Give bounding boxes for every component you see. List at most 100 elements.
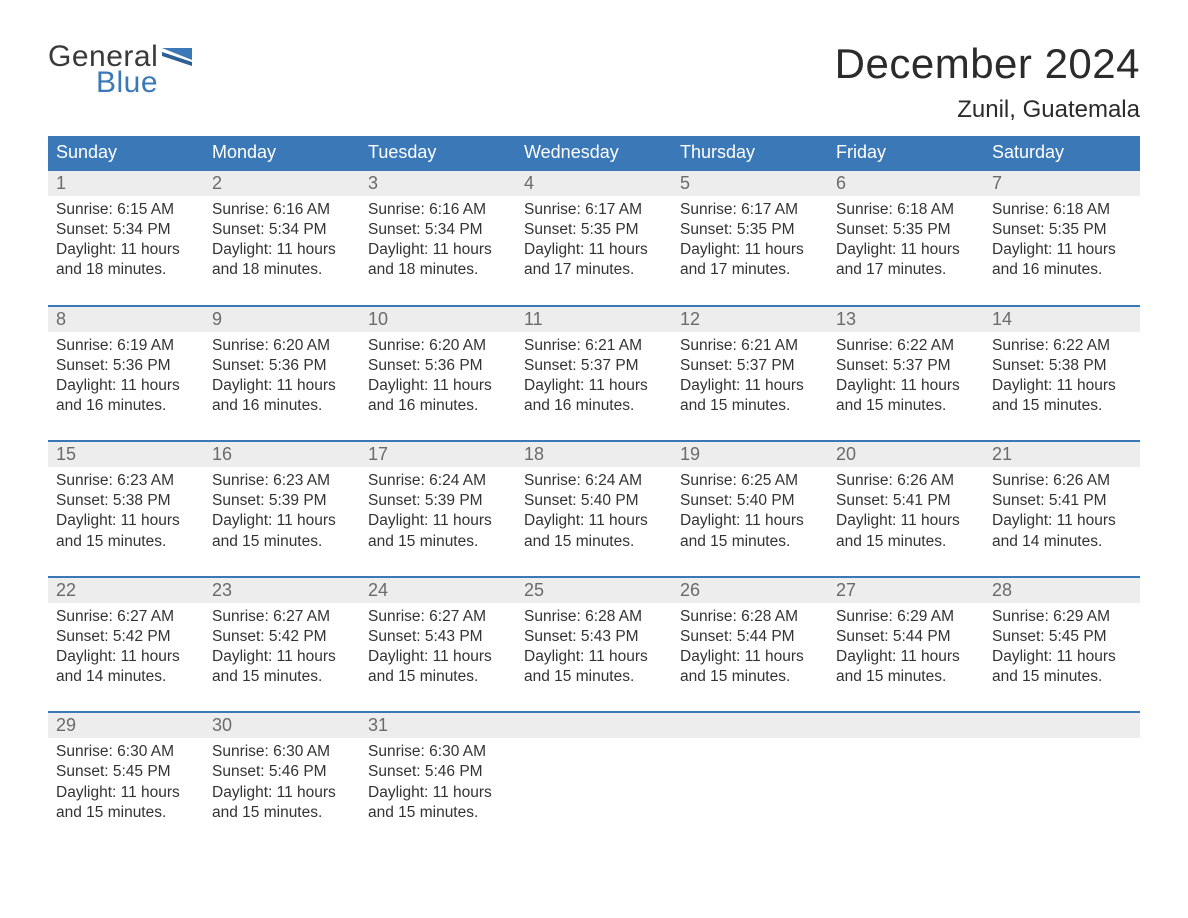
logo-text-bottom: Blue (96, 66, 192, 100)
day-cell: Sunrise: 6:27 AMSunset: 5:42 PMDaylight:… (48, 603, 204, 694)
weekday-header-cell: Tuesday (360, 136, 516, 169)
day-sunset: Sunset: 5:35 PM (992, 220, 1132, 240)
week-row: 1234567Sunrise: 6:15 AMSunset: 5:34 PMDa… (48, 169, 1140, 287)
day-cell: Sunrise: 6:15 AMSunset: 5:34 PMDaylight:… (48, 196, 204, 287)
day-number: 7 (984, 171, 1140, 196)
day-sunset: Sunset: 5:42 PM (56, 627, 196, 647)
day-dl2: and 15 minutes. (992, 396, 1132, 416)
day-dl1: Daylight: 11 hours (212, 511, 352, 531)
day-dl2: and 15 minutes. (368, 532, 508, 552)
day-dl1: Daylight: 11 hours (992, 240, 1132, 260)
day-number: 15 (48, 442, 204, 467)
day-number: 8 (48, 307, 204, 332)
day-cell: Sunrise: 6:23 AMSunset: 5:38 PMDaylight:… (48, 467, 204, 558)
day-sunrise: Sunrise: 6:16 AM (212, 200, 352, 220)
day-sunrise: Sunrise: 6:23 AM (212, 471, 352, 491)
day-sunset: Sunset: 5:42 PM (212, 627, 352, 647)
day-sunrise: Sunrise: 6:30 AM (56, 742, 196, 762)
day-number: 22 (48, 578, 204, 603)
day-cell: Sunrise: 6:21 AMSunset: 5:37 PMDaylight:… (672, 332, 828, 423)
day-dl2: and 17 minutes. (680, 260, 820, 280)
day-dl1: Daylight: 11 hours (680, 647, 820, 667)
day-sunrise: Sunrise: 6:20 AM (212, 336, 352, 356)
day-sunrise: Sunrise: 6:28 AM (524, 607, 664, 627)
day-dl2: and 15 minutes. (680, 667, 820, 687)
day-sunrise: Sunrise: 6:25 AM (680, 471, 820, 491)
day-number: 20 (828, 442, 984, 467)
day-dl2: and 15 minutes. (836, 396, 976, 416)
day-cell: Sunrise: 6:16 AMSunset: 5:34 PMDaylight:… (360, 196, 516, 287)
day-number: 18 (516, 442, 672, 467)
day-sunset: Sunset: 5:44 PM (836, 627, 976, 647)
day-sunset: Sunset: 5:35 PM (680, 220, 820, 240)
day-number-row: 891011121314 (48, 307, 1140, 332)
day-sunset: Sunset: 5:43 PM (368, 627, 508, 647)
day-sunset: Sunset: 5:35 PM (836, 220, 976, 240)
logo: General Blue (48, 40, 192, 100)
day-dl1: Daylight: 11 hours (56, 376, 196, 396)
day-cell (984, 738, 1140, 829)
day-dl1: Daylight: 11 hours (524, 376, 664, 396)
day-sunrise: Sunrise: 6:24 AM (524, 471, 664, 491)
day-number: 31 (360, 713, 516, 738)
day-dl1: Daylight: 11 hours (212, 647, 352, 667)
day-number: 27 (828, 578, 984, 603)
day-cell: Sunrise: 6:21 AMSunset: 5:37 PMDaylight:… (516, 332, 672, 423)
day-sunrise: Sunrise: 6:27 AM (368, 607, 508, 627)
day-dl1: Daylight: 11 hours (212, 783, 352, 803)
day-dl2: and 15 minutes. (992, 667, 1132, 687)
day-cell: Sunrise: 6:20 AMSunset: 5:36 PMDaylight:… (204, 332, 360, 423)
day-cell: Sunrise: 6:29 AMSunset: 5:44 PMDaylight:… (828, 603, 984, 694)
day-sunrise: Sunrise: 6:24 AM (368, 471, 508, 491)
day-number: 19 (672, 442, 828, 467)
day-sunset: Sunset: 5:39 PM (368, 491, 508, 511)
day-sunset: Sunset: 5:37 PM (680, 356, 820, 376)
day-sunrise: Sunrise: 6:26 AM (992, 471, 1132, 491)
day-cell: Sunrise: 6:23 AMSunset: 5:39 PMDaylight:… (204, 467, 360, 558)
day-number: 21 (984, 442, 1140, 467)
day-dl1: Daylight: 11 hours (56, 647, 196, 667)
day-number (984, 713, 1140, 738)
day-sunset: Sunset: 5:36 PM (212, 356, 352, 376)
day-dl1: Daylight: 11 hours (524, 511, 664, 531)
day-sunrise: Sunrise: 6:27 AM (56, 607, 196, 627)
day-dl2: and 18 minutes. (212, 260, 352, 280)
day-sunset: Sunset: 5:40 PM (524, 491, 664, 511)
day-dl2: and 16 minutes. (992, 260, 1132, 280)
day-sunrise: Sunrise: 6:16 AM (368, 200, 508, 220)
day-number: 26 (672, 578, 828, 603)
day-dl2: and 15 minutes. (368, 803, 508, 823)
day-dl2: and 15 minutes. (368, 667, 508, 687)
day-dl1: Daylight: 11 hours (368, 647, 508, 667)
day-number: 6 (828, 171, 984, 196)
day-dl2: and 15 minutes. (680, 532, 820, 552)
day-sunset: Sunset: 5:43 PM (524, 627, 664, 647)
day-cell: Sunrise: 6:30 AMSunset: 5:46 PMDaylight:… (360, 738, 516, 829)
day-number-row: 15161718192021 (48, 442, 1140, 467)
day-cell: Sunrise: 6:28 AMSunset: 5:43 PMDaylight:… (516, 603, 672, 694)
day-dl1: Daylight: 11 hours (992, 511, 1132, 531)
day-number: 2 (204, 171, 360, 196)
day-dl2: and 18 minutes. (56, 260, 196, 280)
week-row: 15161718192021Sunrise: 6:23 AMSunset: 5:… (48, 440, 1140, 558)
day-dl2: and 18 minutes. (368, 260, 508, 280)
day-number: 3 (360, 171, 516, 196)
day-cell: Sunrise: 6:24 AMSunset: 5:39 PMDaylight:… (360, 467, 516, 558)
day-cell: Sunrise: 6:18 AMSunset: 5:35 PMDaylight:… (984, 196, 1140, 287)
day-number: 30 (204, 713, 360, 738)
day-number: 10 (360, 307, 516, 332)
day-sunset: Sunset: 5:46 PM (368, 762, 508, 782)
day-sunrise: Sunrise: 6:17 AM (680, 200, 820, 220)
day-dl1: Daylight: 11 hours (212, 376, 352, 396)
weekday-header: SundayMondayTuesdayWednesdayThursdayFrid… (48, 136, 1140, 169)
day-dl1: Daylight: 11 hours (524, 647, 664, 667)
day-number-row: 293031 (48, 713, 1140, 738)
day-cell (828, 738, 984, 829)
day-cell: Sunrise: 6:29 AMSunset: 5:45 PMDaylight:… (984, 603, 1140, 694)
location: Zunil, Guatemala (835, 96, 1140, 124)
day-dl2: and 17 minutes. (524, 260, 664, 280)
day-dl2: and 16 minutes. (368, 396, 508, 416)
day-number: 13 (828, 307, 984, 332)
day-sunset: Sunset: 5:46 PM (212, 762, 352, 782)
day-dl2: and 15 minutes. (56, 532, 196, 552)
